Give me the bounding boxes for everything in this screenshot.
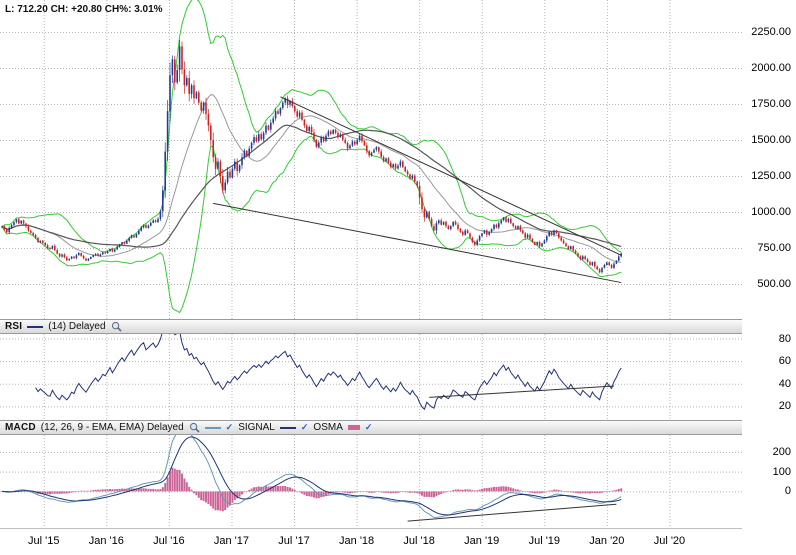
osma-swatch xyxy=(347,425,360,430)
macd-tick-label: 0 xyxy=(784,485,791,498)
price-tick-label: 2000.00 xyxy=(751,61,791,74)
macd-pane[interactable] xyxy=(0,435,742,528)
osma-label: OSMA xyxy=(313,422,343,433)
signal-line-sample xyxy=(279,426,296,429)
quote-summary: L: 712.20 CH: +20.80 CH%: 3.01% xyxy=(5,4,163,15)
price-tick-label: 1750.00 xyxy=(751,97,791,110)
price-tick-label: 1500.00 xyxy=(751,133,791,146)
magnifier-icon[interactable] xyxy=(111,321,122,332)
rsi-line-sample xyxy=(27,325,44,328)
macd-params: (12, 26, 9 - EMA, EMA) Delayed xyxy=(40,422,184,433)
macd-checkbox-icon[interactable]: ✓ xyxy=(225,422,234,432)
price-tick-label: 1250.00 xyxy=(751,169,791,182)
time-tick-label: Jan '17 xyxy=(213,535,250,547)
rsi-panel-header: RSI (14) Delayed xyxy=(0,319,742,334)
time-axis: Jul '15 Jan '16 Jul '16 Jan '17 Jul '17 Jan '… xyxy=(0,528,742,555)
rsi-title: RSI xyxy=(5,321,23,332)
price-pane[interactable] xyxy=(0,0,742,319)
rsi-tick-label: 60 xyxy=(778,355,791,368)
time-tick-label: Jul '16 xyxy=(153,535,185,547)
time-tick-label: Jul '19 xyxy=(528,535,561,547)
price-tick-label: 2250.00 xyxy=(751,25,791,38)
rsi-params: (14) Delayed xyxy=(48,321,106,332)
signal-checkbox-icon[interactable]: ✓ xyxy=(300,422,309,432)
time-tick-label: Jan '16 xyxy=(88,535,124,547)
signal-label: SIGNAL xyxy=(238,422,275,433)
price-tick-label: 1000.00 xyxy=(751,205,791,218)
magnifier-icon[interactable] xyxy=(189,422,200,433)
osma-checkbox-icon[interactable]: ✓ xyxy=(364,422,373,432)
value-axis: 2250.00 2000.00 1750.00 1500.00 1250.00 1000.… xyxy=(742,0,796,555)
time-tick-label: Jan '20 xyxy=(589,535,625,547)
macd-tick-label: 100 xyxy=(772,465,791,478)
time-tick-label: Jan '18 xyxy=(339,535,375,547)
time-tick-label: Jul '15 xyxy=(28,535,60,547)
time-tick-label: Jul '18 xyxy=(403,535,435,547)
time-tick-label: Jul '17 xyxy=(278,535,310,547)
price-tick-label: 750.00 xyxy=(757,241,791,254)
macd-title: MACD xyxy=(5,422,36,433)
rsi-tick-label: 20 xyxy=(778,400,791,413)
rsi-tick-label: 40 xyxy=(778,377,791,390)
macd-panel-header: MACD (12, 26, 9 - EMA, EMA) Delayed ✓ SI… xyxy=(0,420,742,435)
price-tick-label: 500.00 xyxy=(757,278,791,290)
rsi-pane[interactable] xyxy=(0,334,742,420)
macd-line-sample xyxy=(204,426,221,429)
rsi-tick-label: 80 xyxy=(778,332,791,345)
time-tick-label: Jan '19 xyxy=(464,535,500,547)
time-tick-label: Jul '20 xyxy=(653,535,686,547)
macd-tick-label: 200 xyxy=(772,445,791,458)
